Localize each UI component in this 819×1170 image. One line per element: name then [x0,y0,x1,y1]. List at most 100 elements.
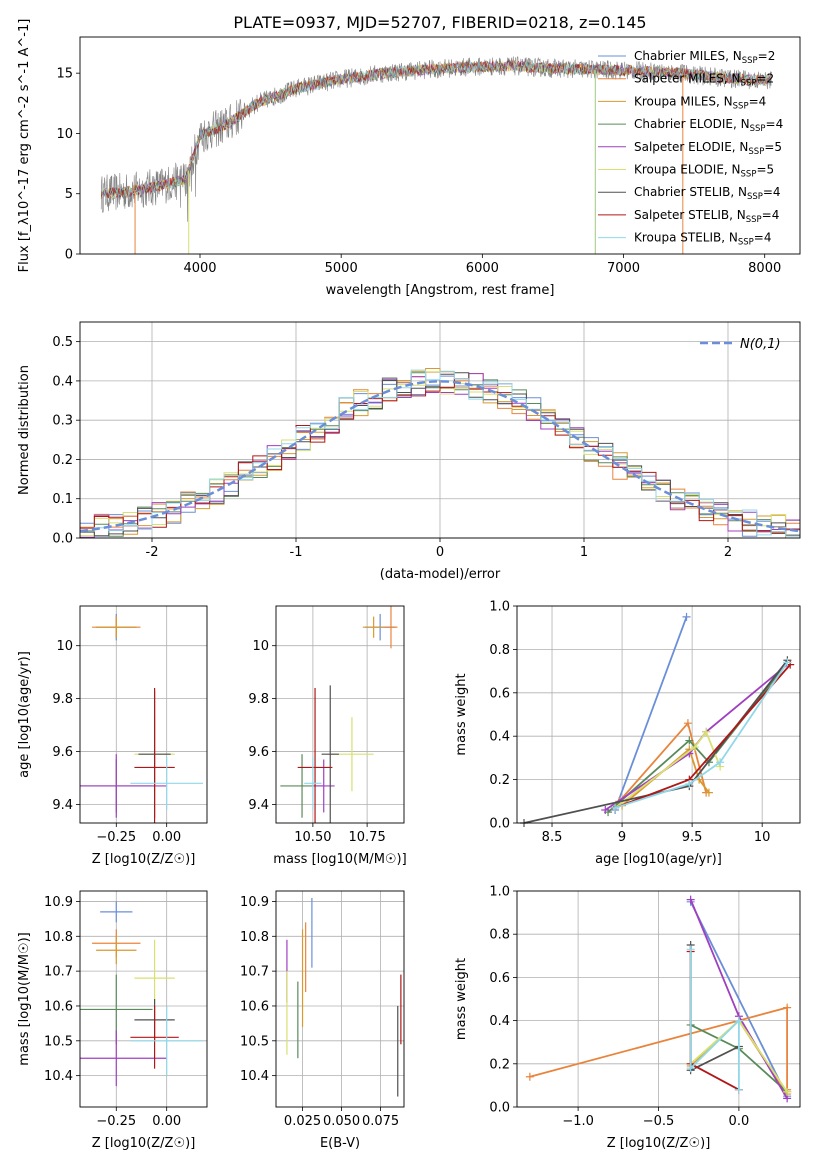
mass-vs-ebv-chart: 0.025 0.050 0.075 10.4 10.5 10.6 10.7 10.8 10.9 E… [240,890,405,1151]
y-tick-label: 10.7 [240,965,269,980]
series-marker [685,779,694,788]
y-tick-label: 0.5 [52,335,73,350]
legend-subscript: SSP [750,124,766,134]
x-tick-label: 9 [618,830,626,845]
legend-subscript: SSP [742,56,758,66]
x-axis-label: E(B-V) [320,1136,360,1151]
histogram-steps [80,368,800,538]
y-tick-label: 10.4 [44,1069,73,1084]
legend-value: =4 [754,231,772,245]
y-tick-label: 10.5 [44,1034,73,1049]
spectrum-lines [100,56,772,254]
legend-subscript: SSP [747,192,763,202]
series-marker [734,1085,743,1094]
y-tick-label: 0.2 [52,453,73,468]
series-lines [525,895,792,1103]
y-tick-label: 10 [56,639,73,654]
series-line [614,616,688,811]
ticks: -2 -1 0 1 2 0.0 0.1 0.2 0.3 0.4 0.5 [52,335,732,560]
series-marker [686,1064,695,1073]
legend-label: Salpeter MILES, NSSP=2 [634,72,774,89]
y-tick-label: 0.1 [52,492,73,507]
series-line [689,901,788,1097]
axes-frame [516,890,801,1108]
y-axis-label: mass weight [454,958,469,1040]
x-tick-label: 7000 [607,261,640,276]
y-tick-label: 0.4 [52,374,73,389]
y-tick-label: 10 [252,639,269,654]
y-tick-label: 10.7 [44,965,73,980]
x-axis-label: wavelength [Angstrom, rest frame] [326,283,555,298]
x-tick-label: -2 [146,545,159,560]
y-tick-label: 10.8 [44,930,73,945]
figure-title: PLATE=0937, MJD=52707, FIBERID=0218, z=0… [233,13,646,32]
series-marker [690,743,699,752]
y-tick-label: 0.0 [52,532,73,547]
legend-subscript: SSP [748,147,764,157]
y-tick-label: 0.2 [489,1057,510,1072]
series-marker [611,803,620,812]
y-tick-label: 0.8 [489,643,510,658]
x-tick-label: 0.0 [729,1114,750,1129]
model-spectrum-line [100,59,772,199]
x-tick-label: 10.75 [349,830,386,845]
series-marker [783,658,792,667]
legend-subscript: SSP [741,170,757,180]
model-spectrum-line [100,60,772,199]
y-tick-label: 10.6 [240,999,269,1014]
axes-frame [79,605,208,824]
series-lines [520,612,795,827]
series-marker [783,1087,792,1096]
axes-frame [79,36,801,255]
y-tick-label: 0.2 [489,773,510,788]
axes-frame [516,605,801,824]
grid [276,606,404,823]
x-tick-label: -1 [290,545,303,560]
y-tick-label: 9.4 [248,798,269,813]
series-line [614,661,789,809]
legend-label: Kroupa MILES, NSSP=4 [634,94,766,111]
mass-weight-vs-age-chart: 8.5 9 9.5 10 0.0 0.2 0.4 0.6 0.8 1.0 age [log10(ag… [454,600,801,867]
y-axis-label: age [log10(age/yr)] [17,651,32,778]
age-vs-mass-chart: 10.50 10.75 9.4 9.6 9.8 10 mass [log10(M/M☉)] [248,605,407,867]
legend-value: =2 [758,49,776,63]
grid [80,322,800,539]
y-tick-label: 9.8 [52,692,73,707]
x-tick-label: 0.025 [284,1114,321,1129]
x-axis-label: age [log10(age/yr)] [595,852,722,867]
y-axis-label: Normed distribution [17,365,32,495]
legend-subscript: SSP [746,215,762,225]
y-tick-label: 9.4 [52,798,73,813]
mass-vs-metallicity-chart: −0.25 0.00 10.4 10.5 10.6 10.7 10.8 10.9 Z [log1… [17,890,208,1151]
series-line [689,945,740,1072]
x-tick-label: −0.25 [96,830,136,845]
legend-value: =5 [756,163,774,177]
axes-frame [79,321,801,539]
y-tick-label: 15 [56,67,73,82]
y-axis-label: Flux [f_λ10^-17 erg cm^-2 s^-1 A^-1] [17,19,32,273]
ticks: −0.25 0.00 10.4 10.5 10.6 10.7 10.8 10.9 [44,895,181,1129]
x-tick-label: 10 [754,830,771,845]
age-vs-metallicity-chart: −0.25 0.00 9.4 9.6 9.8 10 Z [log10(Z/Z☉)] age [… [17,605,208,867]
legend-value: =2 [756,72,774,86]
x-tick-label: 0.075 [362,1114,399,1129]
legend-subscript: SSP [738,238,754,248]
y-tick-label: 10 [56,127,73,142]
x-tick-label: 8000 [748,261,781,276]
legend-label: Kroupa STELIB, NSSP=4 [634,231,772,248]
legend-label: Kroupa ELODIE, NSSP=5 [634,163,774,180]
axes-frame [275,605,405,824]
axes-frame [79,890,208,1108]
series-line [604,663,788,811]
series-marker [783,1003,792,1012]
series-marker [734,1016,743,1025]
series-line [614,730,721,809]
legend-value: =5 [764,140,782,154]
series-marker [702,727,711,736]
y-tick-label: 9.6 [248,745,269,760]
gaussian-curve [80,380,800,533]
y-tick-label: 9.8 [248,692,269,707]
x-tick-label: 0.050 [323,1114,360,1129]
x-tick-label: −1.0 [562,1114,594,1129]
